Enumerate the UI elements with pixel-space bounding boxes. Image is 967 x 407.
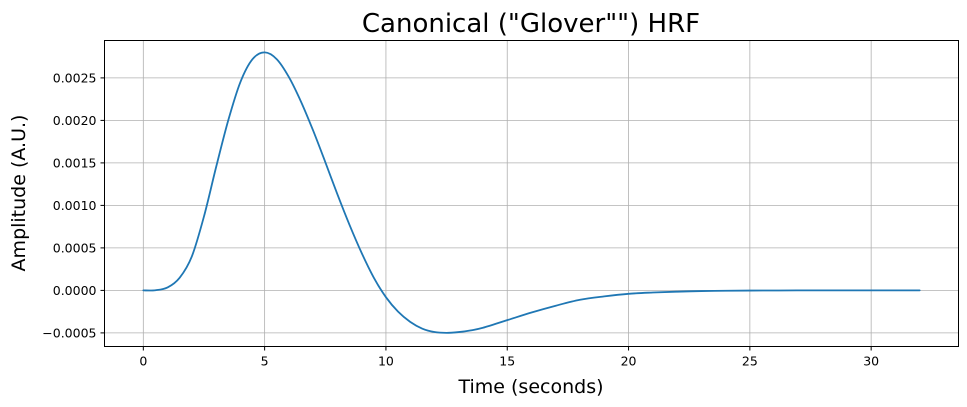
plot-area <box>142 51 921 334</box>
y-tick-label: 0.0015 <box>53 155 97 170</box>
x-tick-label: 0 <box>139 354 147 369</box>
grid-lines <box>104 40 959 347</box>
y-tick-label: 0.0010 <box>53 198 97 213</box>
x-axis-ticks: 0 5 10 15 20 25 30 <box>139 346 879 369</box>
x-tick-label: 25 <box>742 354 758 369</box>
x-tick-label: 5 <box>261 354 269 369</box>
y-tick-label: 0.0005 <box>53 240 97 255</box>
x-tick-label: 10 <box>378 354 394 369</box>
y-tick-label: −0.0005 <box>42 325 96 340</box>
x-tick-label: 15 <box>499 354 515 369</box>
chart-title: Canonical ("Glover"") HRF <box>362 9 700 39</box>
y-tick-label: 0.0000 <box>53 283 97 298</box>
x-tick-label: 20 <box>621 354 637 369</box>
x-tick-label: 30 <box>863 354 879 369</box>
x-axis-label: Time (seconds) <box>457 376 603 398</box>
y-axis-label: Amplitude (A.U.) <box>8 115 30 272</box>
axes-frame <box>104 40 959 347</box>
y-tick-label: 0.0020 <box>53 113 97 128</box>
hrf-line <box>142 51 921 334</box>
y-axis-ticks: −0.0005 0.0000 0.0005 0.0010 0.0015 0.0020 0.0… <box>42 70 105 340</box>
y-tick-label: 0.0025 <box>53 70 97 85</box>
